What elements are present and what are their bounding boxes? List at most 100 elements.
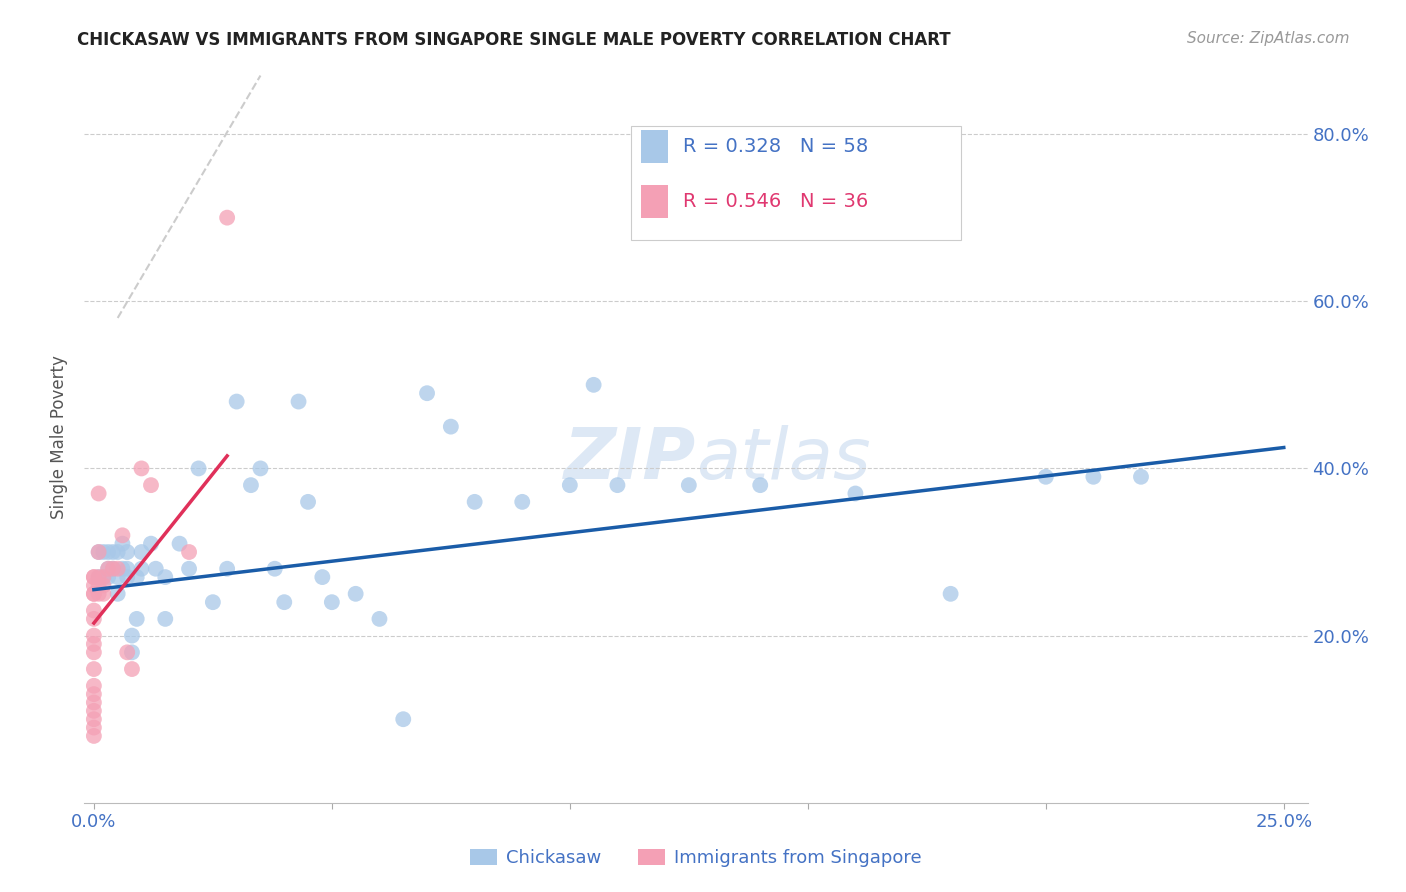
Point	[121, 629, 143, 643]
Point	[83, 587, 105, 601]
Point	[111, 536, 134, 550]
Point	[273, 595, 295, 609]
Point	[121, 662, 143, 676]
Point	[83, 696, 105, 710]
Point	[83, 629, 105, 643]
Point	[83, 612, 105, 626]
Point	[177, 545, 200, 559]
Point	[844, 486, 866, 500]
Point	[1083, 470, 1105, 484]
Point	[83, 679, 105, 693]
Point	[87, 578, 110, 592]
Point	[939, 587, 962, 601]
Point	[83, 645, 105, 659]
Point	[139, 536, 162, 550]
Point	[107, 545, 129, 559]
FancyBboxPatch shape	[631, 126, 962, 240]
Point	[115, 645, 138, 659]
Point	[177, 562, 200, 576]
Point	[115, 545, 138, 559]
Point	[83, 704, 105, 718]
Point	[97, 570, 120, 584]
Point	[83, 662, 105, 676]
Text: R = 0.546   N = 36: R = 0.546 N = 36	[682, 192, 868, 211]
Text: Source: ZipAtlas.com: Source: ZipAtlas.com	[1187, 31, 1350, 46]
Point	[749, 478, 772, 492]
Point	[368, 612, 391, 626]
Point	[217, 211, 239, 225]
Point	[111, 562, 134, 576]
Point	[321, 595, 343, 609]
Point	[107, 562, 129, 576]
Point	[107, 570, 129, 584]
Point	[83, 570, 105, 584]
Point	[1035, 470, 1057, 484]
Point	[83, 637, 105, 651]
Point	[440, 419, 463, 434]
Point	[139, 478, 162, 492]
Point	[225, 394, 247, 409]
Point	[97, 545, 120, 559]
Point	[263, 562, 285, 576]
Point	[93, 570, 115, 584]
Point	[464, 495, 486, 509]
Legend: Chickasaw, Immigrants from Singapore: Chickasaw, Immigrants from Singapore	[463, 841, 929, 874]
Text: ZIP: ZIP	[564, 425, 696, 493]
Point	[93, 578, 115, 592]
Point	[311, 570, 333, 584]
Point	[93, 587, 115, 601]
Point	[111, 528, 134, 542]
Point	[83, 578, 105, 592]
Point	[187, 461, 209, 475]
Point	[582, 377, 605, 392]
Point	[101, 562, 124, 576]
Point	[155, 570, 177, 584]
Point	[297, 495, 319, 509]
Point	[558, 478, 581, 492]
Point	[678, 478, 700, 492]
Bar	[641, 185, 668, 218]
Y-axis label: Single Male Poverty: Single Male Poverty	[51, 355, 69, 519]
Text: atlas: atlas	[696, 425, 870, 493]
Point	[510, 495, 533, 509]
Point	[344, 587, 367, 601]
Point	[87, 545, 110, 559]
Point	[83, 687, 105, 701]
Point	[249, 461, 271, 475]
Point	[87, 545, 110, 559]
Point	[239, 478, 262, 492]
Point	[131, 461, 153, 475]
Point	[83, 587, 105, 601]
Point	[83, 729, 105, 743]
Point	[1130, 470, 1153, 484]
Point	[101, 545, 124, 559]
Point	[115, 562, 138, 576]
Point	[145, 562, 167, 576]
Point	[83, 603, 105, 617]
Point	[169, 536, 191, 550]
Point	[115, 570, 138, 584]
Point	[87, 587, 110, 601]
Point	[107, 587, 129, 601]
Text: CHICKASAW VS IMMIGRANTS FROM SINGAPORE SINGLE MALE POVERTY CORRELATION CHART: CHICKASAW VS IMMIGRANTS FROM SINGAPORE S…	[77, 31, 950, 49]
Point	[101, 562, 124, 576]
Point	[83, 712, 105, 726]
Point	[93, 570, 115, 584]
Bar	[641, 130, 668, 163]
Point	[87, 570, 110, 584]
Point	[155, 612, 177, 626]
Point	[131, 562, 153, 576]
Point	[97, 562, 120, 576]
Point	[121, 645, 143, 659]
Point	[217, 562, 239, 576]
Point	[131, 545, 153, 559]
Point	[416, 386, 439, 401]
Point	[83, 570, 105, 584]
Point	[93, 545, 115, 559]
Point	[125, 612, 148, 626]
Text: R = 0.328   N = 58: R = 0.328 N = 58	[682, 136, 868, 156]
Point	[83, 721, 105, 735]
Point	[606, 478, 628, 492]
Point	[201, 595, 224, 609]
Point	[287, 394, 309, 409]
